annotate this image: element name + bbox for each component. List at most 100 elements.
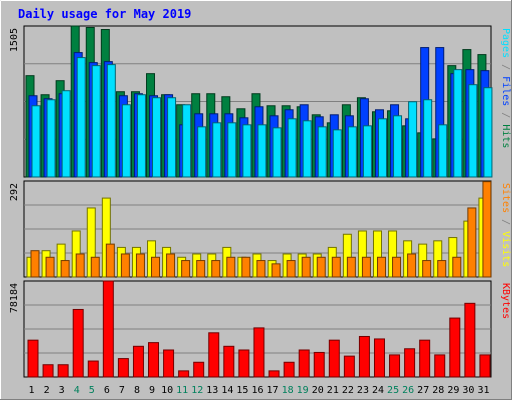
x-tick-label-day-25: 25	[387, 385, 399, 396]
sites-bar-day-2	[45, 256, 55, 278]
side-label-part: Hits	[500, 124, 511, 148]
kbytes-bar-day-26	[404, 348, 416, 378]
pages-bar-day-9	[152, 97, 162, 178]
series-side-label: Pages / Files / Hits	[500, 28, 511, 148]
y-max-label: 78184	[9, 283, 20, 313]
sites-bar-day-11	[181, 260, 191, 278]
sites-bar-day-21	[331, 256, 341, 278]
kbytes-bar-day-7	[117, 358, 129, 378]
kbytes-bar-day-14	[223, 345, 235, 378]
x-tick-label-day-5: 5	[89, 385, 95, 396]
panel-kbytes: 78184 KBytes	[9, 280, 511, 378]
kbytes-bar-day-18	[283, 361, 295, 378]
sites-bar-day-15	[241, 256, 251, 278]
x-tick-label-day-24: 24	[372, 385, 384, 396]
pages-bar-day-20	[317, 126, 327, 178]
pages-bar-day-24	[377, 118, 387, 178]
x-tick-label-day-21: 21	[327, 385, 339, 396]
side-label-part: Sites	[500, 183, 511, 213]
x-tick-label-day-2: 2	[44, 385, 50, 396]
kbytes-bar-day-19	[298, 349, 310, 378]
kbytes-bar-day-22	[343, 355, 355, 378]
pages-bar-day-17	[272, 127, 282, 178]
chart-title: Daily usage for May 2019	[18, 7, 191, 21]
sites-bar-day-30	[467, 207, 477, 278]
sites-bar-day-9	[151, 256, 161, 278]
side-label-part: /	[500, 106, 511, 124]
x-tick-label-day-29: 29	[447, 385, 459, 396]
kbytes-bar-day-31	[479, 354, 491, 378]
kbytes-bar-day-4	[72, 308, 84, 378]
x-tick-label-day-10: 10	[161, 385, 173, 396]
pages-bar-day-28	[438, 124, 448, 178]
pages-bar-day-23	[362, 125, 372, 178]
x-tick-label-day-19: 19	[297, 385, 309, 396]
pages-bar-day-27	[423, 99, 433, 178]
pages-bar-day-13	[212, 122, 222, 178]
x-tick-label-day-20: 20	[312, 385, 324, 396]
x-tick-label-day-11: 11	[176, 385, 188, 396]
kbytes-bar-day-29	[449, 317, 461, 378]
pages-bar-day-10	[167, 97, 177, 178]
x-tick-label-day-7: 7	[119, 385, 125, 396]
pages-bar-day-19	[302, 120, 312, 178]
pages-bar-day-14	[227, 122, 237, 178]
sites-bar-day-23	[361, 256, 371, 278]
sites-bar-day-16	[256, 260, 266, 278]
pages-bar-day-22	[347, 126, 357, 178]
pages-bar-day-18	[287, 118, 297, 178]
sites-bar-day-1	[30, 250, 40, 278]
x-tick-label-day-18: 18	[282, 385, 294, 396]
kbytes-bar-day-25	[389, 354, 401, 378]
pages-bar-day-8	[136, 94, 146, 178]
kbytes-bar-day-8	[132, 345, 144, 378]
sites-bar-day-31	[482, 181, 492, 278]
y-max-label: 292	[9, 183, 20, 201]
pages-bar-day-26	[408, 101, 418, 178]
pages-bar-day-31	[483, 87, 493, 178]
sites-bar-day-10	[166, 253, 176, 278]
kbytes-bar-day-3	[57, 364, 69, 378]
side-label-part: /	[500, 213, 511, 231]
sites-bar-day-14	[226, 256, 236, 278]
sites-bar-day-17	[271, 263, 281, 278]
x-tick-label-day-31: 31	[477, 385, 489, 396]
pages-bar-day-7	[121, 104, 131, 178]
x-tick-label-day-17: 17	[267, 385, 279, 396]
x-tick-label-day-12: 12	[191, 385, 203, 396]
kbytes-bar-day-15	[238, 349, 250, 378]
sites-bar-day-5	[90, 256, 100, 278]
kbytes-bar-day-11	[178, 370, 190, 378]
kbytes-bar-day-24	[373, 338, 385, 378]
sites-bar-day-25	[392, 256, 402, 278]
pages-bar-day-29	[453, 69, 463, 178]
sites-bar-day-29	[452, 256, 462, 278]
x-tick-label-day-30: 30	[462, 385, 474, 396]
chart-panels: 1505 Pages / Files / Hits 292 Sites / Visit…	[9, 25, 511, 378]
pages-bar-day-12	[197, 126, 207, 178]
pages-bar-day-5	[91, 65, 101, 178]
kbytes-bar-day-30	[464, 302, 476, 378]
x-tick-label-day-13: 13	[206, 385, 218, 396]
x-tick-label-day-8: 8	[134, 385, 140, 396]
pages-bar-day-16	[257, 124, 267, 178]
x-tick-label-day-15: 15	[236, 385, 248, 396]
x-tick-label-day-3: 3	[59, 385, 65, 396]
panel-visits-sites: 292 Sites / Visits	[9, 180, 511, 278]
sites-bar-day-3	[60, 260, 70, 278]
x-tick-label-day-16: 16	[251, 385, 263, 396]
side-label-part: Files	[500, 76, 511, 106]
side-label-part: KBytes	[500, 283, 511, 319]
x-tick-label-day-1: 1	[29, 385, 35, 396]
sites-bar-day-18	[286, 260, 296, 278]
x-tick-label-day-26: 26	[402, 385, 414, 396]
sites-bar-day-22	[346, 256, 356, 278]
x-tick-label-day-22: 22	[342, 385, 354, 396]
pages-bar-day-25	[393, 115, 403, 178]
kbytes-bar-day-17	[268, 370, 280, 378]
pages-bar-day-4	[76, 57, 86, 178]
x-tick-label-day-28: 28	[432, 385, 444, 396]
side-label-part: /	[500, 58, 511, 76]
